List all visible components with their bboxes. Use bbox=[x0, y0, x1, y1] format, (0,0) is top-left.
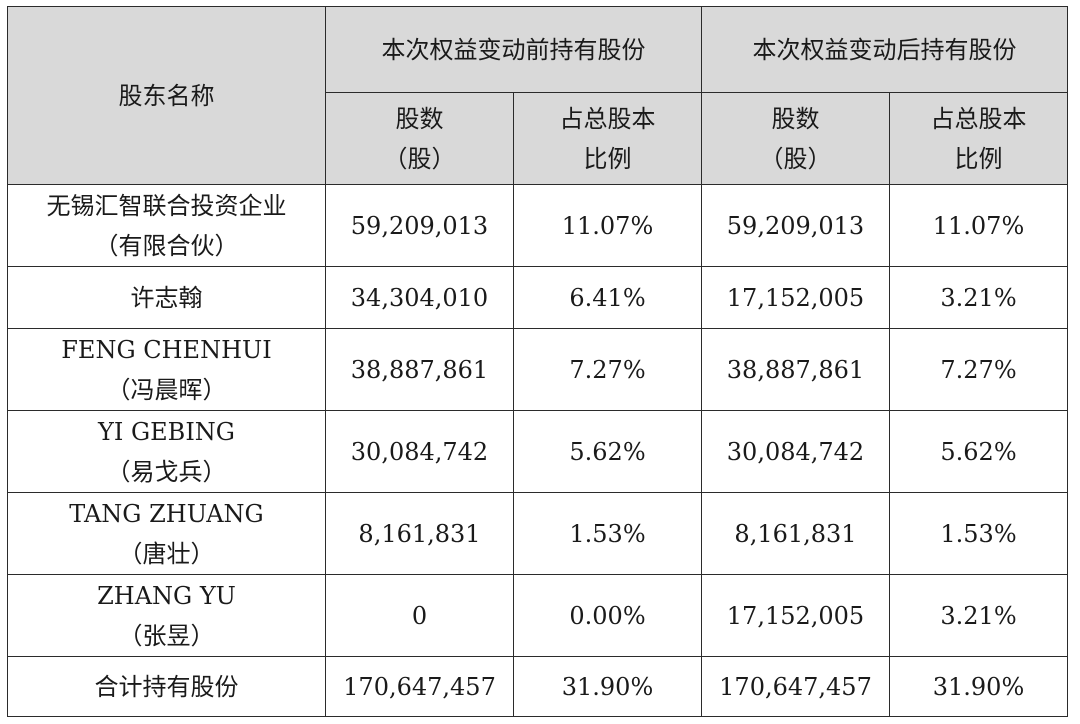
shareholder-name-cell: FENG CHENHUI （冯晨晖） bbox=[7, 328, 326, 411]
table-row: YI GEBING （易戈兵） 30,084,742 5.62% 30,084,… bbox=[7, 410, 1068, 493]
before-shares-cell: 0 bbox=[325, 574, 514, 657]
header-ratio-label-2: 比例 bbox=[583, 144, 632, 173]
before-ratio-cell: 6.41% bbox=[513, 266, 702, 329]
shareholder-name-cell: TANG ZHUANG （唐壮） bbox=[7, 492, 326, 575]
shareholder-name: TANG ZHUANG bbox=[69, 499, 264, 528]
header-before-shares: 股数 （股） bbox=[325, 92, 514, 185]
before-ratio-cell: 11.07% bbox=[513, 184, 702, 267]
table-row: 无锡汇智联合投资企业 （有限合伙） 59,209,013 11.07% 59,2… bbox=[7, 184, 1068, 267]
before-shares-cell: 59,209,013 bbox=[325, 184, 514, 267]
header-ratio-label: 占总股本 bbox=[559, 104, 656, 133]
header-shares-unit: （股） bbox=[383, 144, 456, 173]
after-shares-cell: 38,887,861 bbox=[701, 328, 890, 411]
before-ratio-cell: 7.27% bbox=[513, 328, 702, 411]
table-row: TANG ZHUANG （唐壮） 8,161,831 1.53% 8,161,8… bbox=[7, 492, 1068, 575]
before-shares-cell: 34,304,010 bbox=[325, 266, 514, 329]
before-ratio-cell: 1.53% bbox=[513, 492, 702, 575]
shareholding-table: 股东名称 本次权益变动前持有股份 本次权益变动后持有股份 股数 （股） 占总股本… bbox=[7, 6, 1068, 717]
before-shares-total: 170,647,457 bbox=[325, 656, 514, 717]
after-shares-total: 170,647,457 bbox=[701, 656, 890, 717]
table-row: FENG CHENHUI （冯晨晖） 38,887,861 7.27% 38,8… bbox=[7, 328, 1068, 411]
header-after-change: 本次权益变动后持有股份 bbox=[701, 6, 1068, 93]
shareholder-name: ZHANG YU bbox=[97, 581, 236, 610]
after-ratio-cell: 1.53% bbox=[889, 492, 1068, 575]
shareholder-name-note: （张昱） bbox=[118, 621, 215, 650]
header-after-ratio: 占总股本 比例 bbox=[889, 92, 1068, 185]
before-shares-cell: 38,887,861 bbox=[325, 328, 514, 411]
header-shareholder-name: 股东名称 bbox=[7, 6, 326, 185]
after-shares-cell: 17,152,005 bbox=[701, 266, 890, 329]
after-ratio-cell: 7.27% bbox=[889, 328, 1068, 411]
after-shares-cell: 17,152,005 bbox=[701, 574, 890, 657]
shareholder-name-cell: YI GEBING （易戈兵） bbox=[7, 410, 326, 493]
header-after-shares: 股数 （股） bbox=[701, 92, 890, 185]
total-label-cell: 合计持有股份 bbox=[7, 656, 326, 717]
shareholder-name-cell: 许志翰 bbox=[7, 266, 326, 329]
shareholder-name-note: （唐壮） bbox=[118, 539, 215, 568]
shareholder-name-note: （冯晨晖） bbox=[106, 375, 227, 404]
shareholder-name: 许志翰 bbox=[130, 283, 203, 312]
before-ratio-total: 31.90% bbox=[513, 656, 702, 717]
after-shares-cell: 30,084,742 bbox=[701, 410, 890, 493]
table-row-total: 合计持有股份 170,647,457 31.90% 170,647,457 31… bbox=[7, 656, 1068, 717]
after-shares-cell: 8,161,831 bbox=[701, 492, 890, 575]
shareholder-name: YI GEBING bbox=[98, 417, 235, 446]
after-ratio-cell: 11.07% bbox=[889, 184, 1068, 267]
before-ratio-cell: 5.62% bbox=[513, 410, 702, 493]
before-shares-cell: 30,084,742 bbox=[325, 410, 514, 493]
total-label: 合计持有股份 bbox=[94, 672, 239, 701]
before-shares-cell: 8,161,831 bbox=[325, 492, 514, 575]
table-row: ZHANG YU （张昱） 0 0.00% 17,152,005 3.21% bbox=[7, 574, 1068, 657]
header-shares-label: 股数 bbox=[771, 104, 820, 133]
shareholder-name-cell: 无锡汇智联合投资企业 （有限合伙） bbox=[7, 184, 326, 267]
header-shares-unit: （股） bbox=[759, 144, 832, 173]
table-row: 许志翰 34,304,010 6.41% 17,152,005 3.21% bbox=[7, 266, 1068, 329]
shareholder-name-cell: ZHANG YU （张昱） bbox=[7, 574, 326, 657]
shareholder-name: 无锡汇智联合投资企业 bbox=[46, 191, 287, 220]
shareholder-name-note: （有限合伙） bbox=[94, 231, 239, 260]
shareholder-name-note: （易戈兵） bbox=[106, 457, 227, 486]
after-ratio-cell: 3.21% bbox=[889, 266, 1068, 329]
before-ratio-cell: 0.00% bbox=[513, 574, 702, 657]
after-ratio-total: 31.90% bbox=[889, 656, 1068, 717]
header-before-ratio: 占总股本 比例 bbox=[513, 92, 702, 185]
after-ratio-cell: 5.62% bbox=[889, 410, 1068, 493]
header-ratio-label-2: 比例 bbox=[954, 144, 1003, 173]
after-ratio-cell: 3.21% bbox=[889, 574, 1068, 657]
header-shares-label: 股数 bbox=[395, 104, 444, 133]
after-shares-cell: 59,209,013 bbox=[701, 184, 890, 267]
header-ratio-label: 占总股本 bbox=[930, 104, 1027, 133]
header-before-change: 本次权益变动前持有股份 bbox=[325, 6, 702, 93]
shareholder-name: FENG CHENHUI bbox=[61, 335, 272, 364]
